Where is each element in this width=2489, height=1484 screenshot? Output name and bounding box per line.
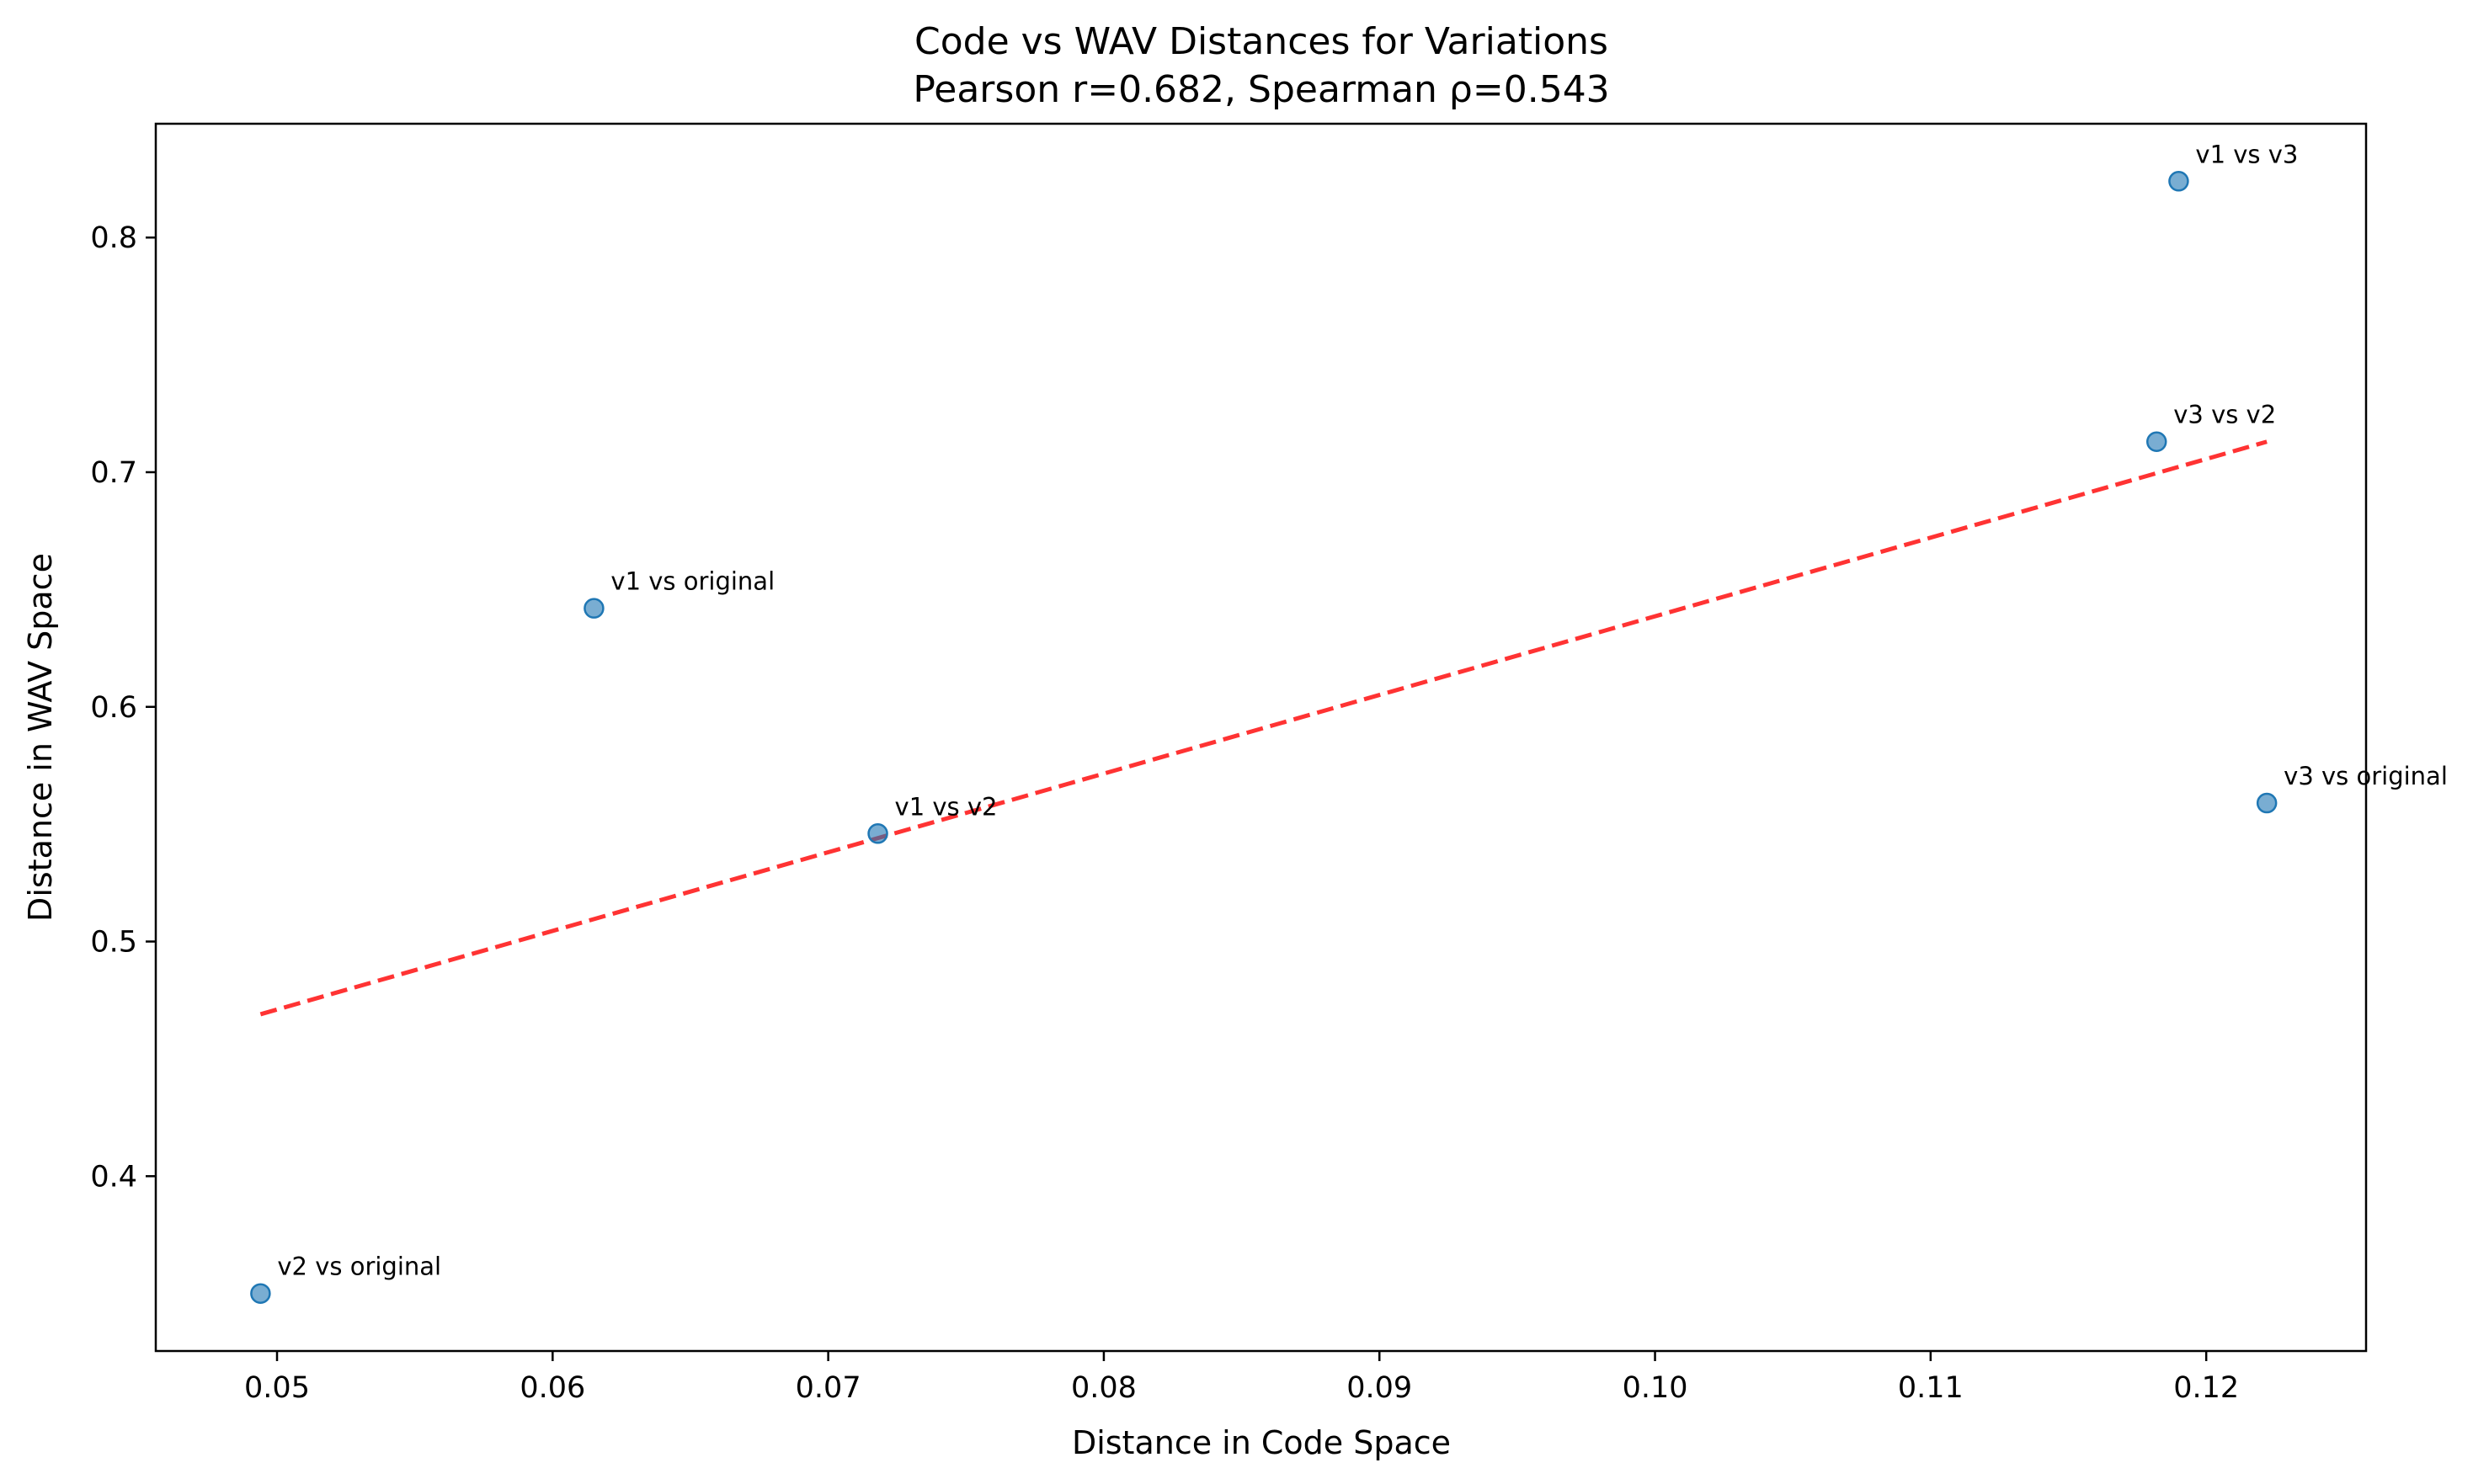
x-tick-label: 0.12 bbox=[2173, 1371, 2239, 1405]
chart-title: Code vs WAV Distances for Variations bbox=[914, 20, 1608, 63]
x-tick-label: 0.06 bbox=[520, 1371, 585, 1405]
point-label: v1 vs v2 bbox=[895, 792, 998, 821]
trendline-layer bbox=[259, 439, 2268, 1017]
x-tick-label: 0.09 bbox=[1346, 1371, 1412, 1405]
point-label: v2 vs original bbox=[277, 1253, 441, 1281]
x-tick-label: 0.11 bbox=[1898, 1371, 1964, 1405]
y-tick-label: 0.5 bbox=[90, 926, 137, 960]
data-point bbox=[867, 823, 888, 844]
plot-frame bbox=[154, 122, 2368, 1353]
data-point bbox=[584, 598, 605, 619]
point-label: v1 vs v3 bbox=[2195, 140, 2298, 168]
x-ticks: 0.05 0.06 0.07 0.08 0.09 0.10 0.11 0.12 bbox=[244, 1351, 2239, 1405]
y-tick-label: 0.7 bbox=[90, 456, 137, 490]
x-tick-label: 0.10 bbox=[1623, 1371, 1688, 1405]
data-point bbox=[2168, 171, 2189, 192]
y-tick-label: 0.6 bbox=[90, 691, 137, 725]
x-tick-label: 0.08 bbox=[1071, 1371, 1137, 1405]
y-axis-label: Distance in WAV Space bbox=[22, 553, 59, 922]
y-ticks: 0.4 0.5 0.6 0.7 0.8 bbox=[90, 221, 156, 1194]
x-tick-label: 0.05 bbox=[244, 1371, 310, 1405]
data-point bbox=[250, 1283, 271, 1304]
y-tick-label: 0.4 bbox=[90, 1160, 137, 1194]
data-point bbox=[2256, 792, 2278, 814]
point-label: v1 vs original bbox=[610, 567, 775, 596]
trendline bbox=[259, 439, 2268, 1017]
point-label: v3 vs v2 bbox=[2173, 401, 2276, 429]
x-axis-label: Distance in Code Space bbox=[1072, 1424, 1451, 1461]
point-labels-layer: v2 vs original v1 vs original v1 vs v2 v3 v… bbox=[277, 140, 2448, 1280]
chart-subtitle: Pearson r=0.682, Spearman ρ=0.543 bbox=[913, 68, 1609, 111]
x-tick-label: 0.07 bbox=[796, 1371, 861, 1405]
y-tick-label: 0.8 bbox=[90, 221, 137, 255]
data-point bbox=[2145, 431, 2167, 452]
points-layer bbox=[250, 171, 2278, 1304]
